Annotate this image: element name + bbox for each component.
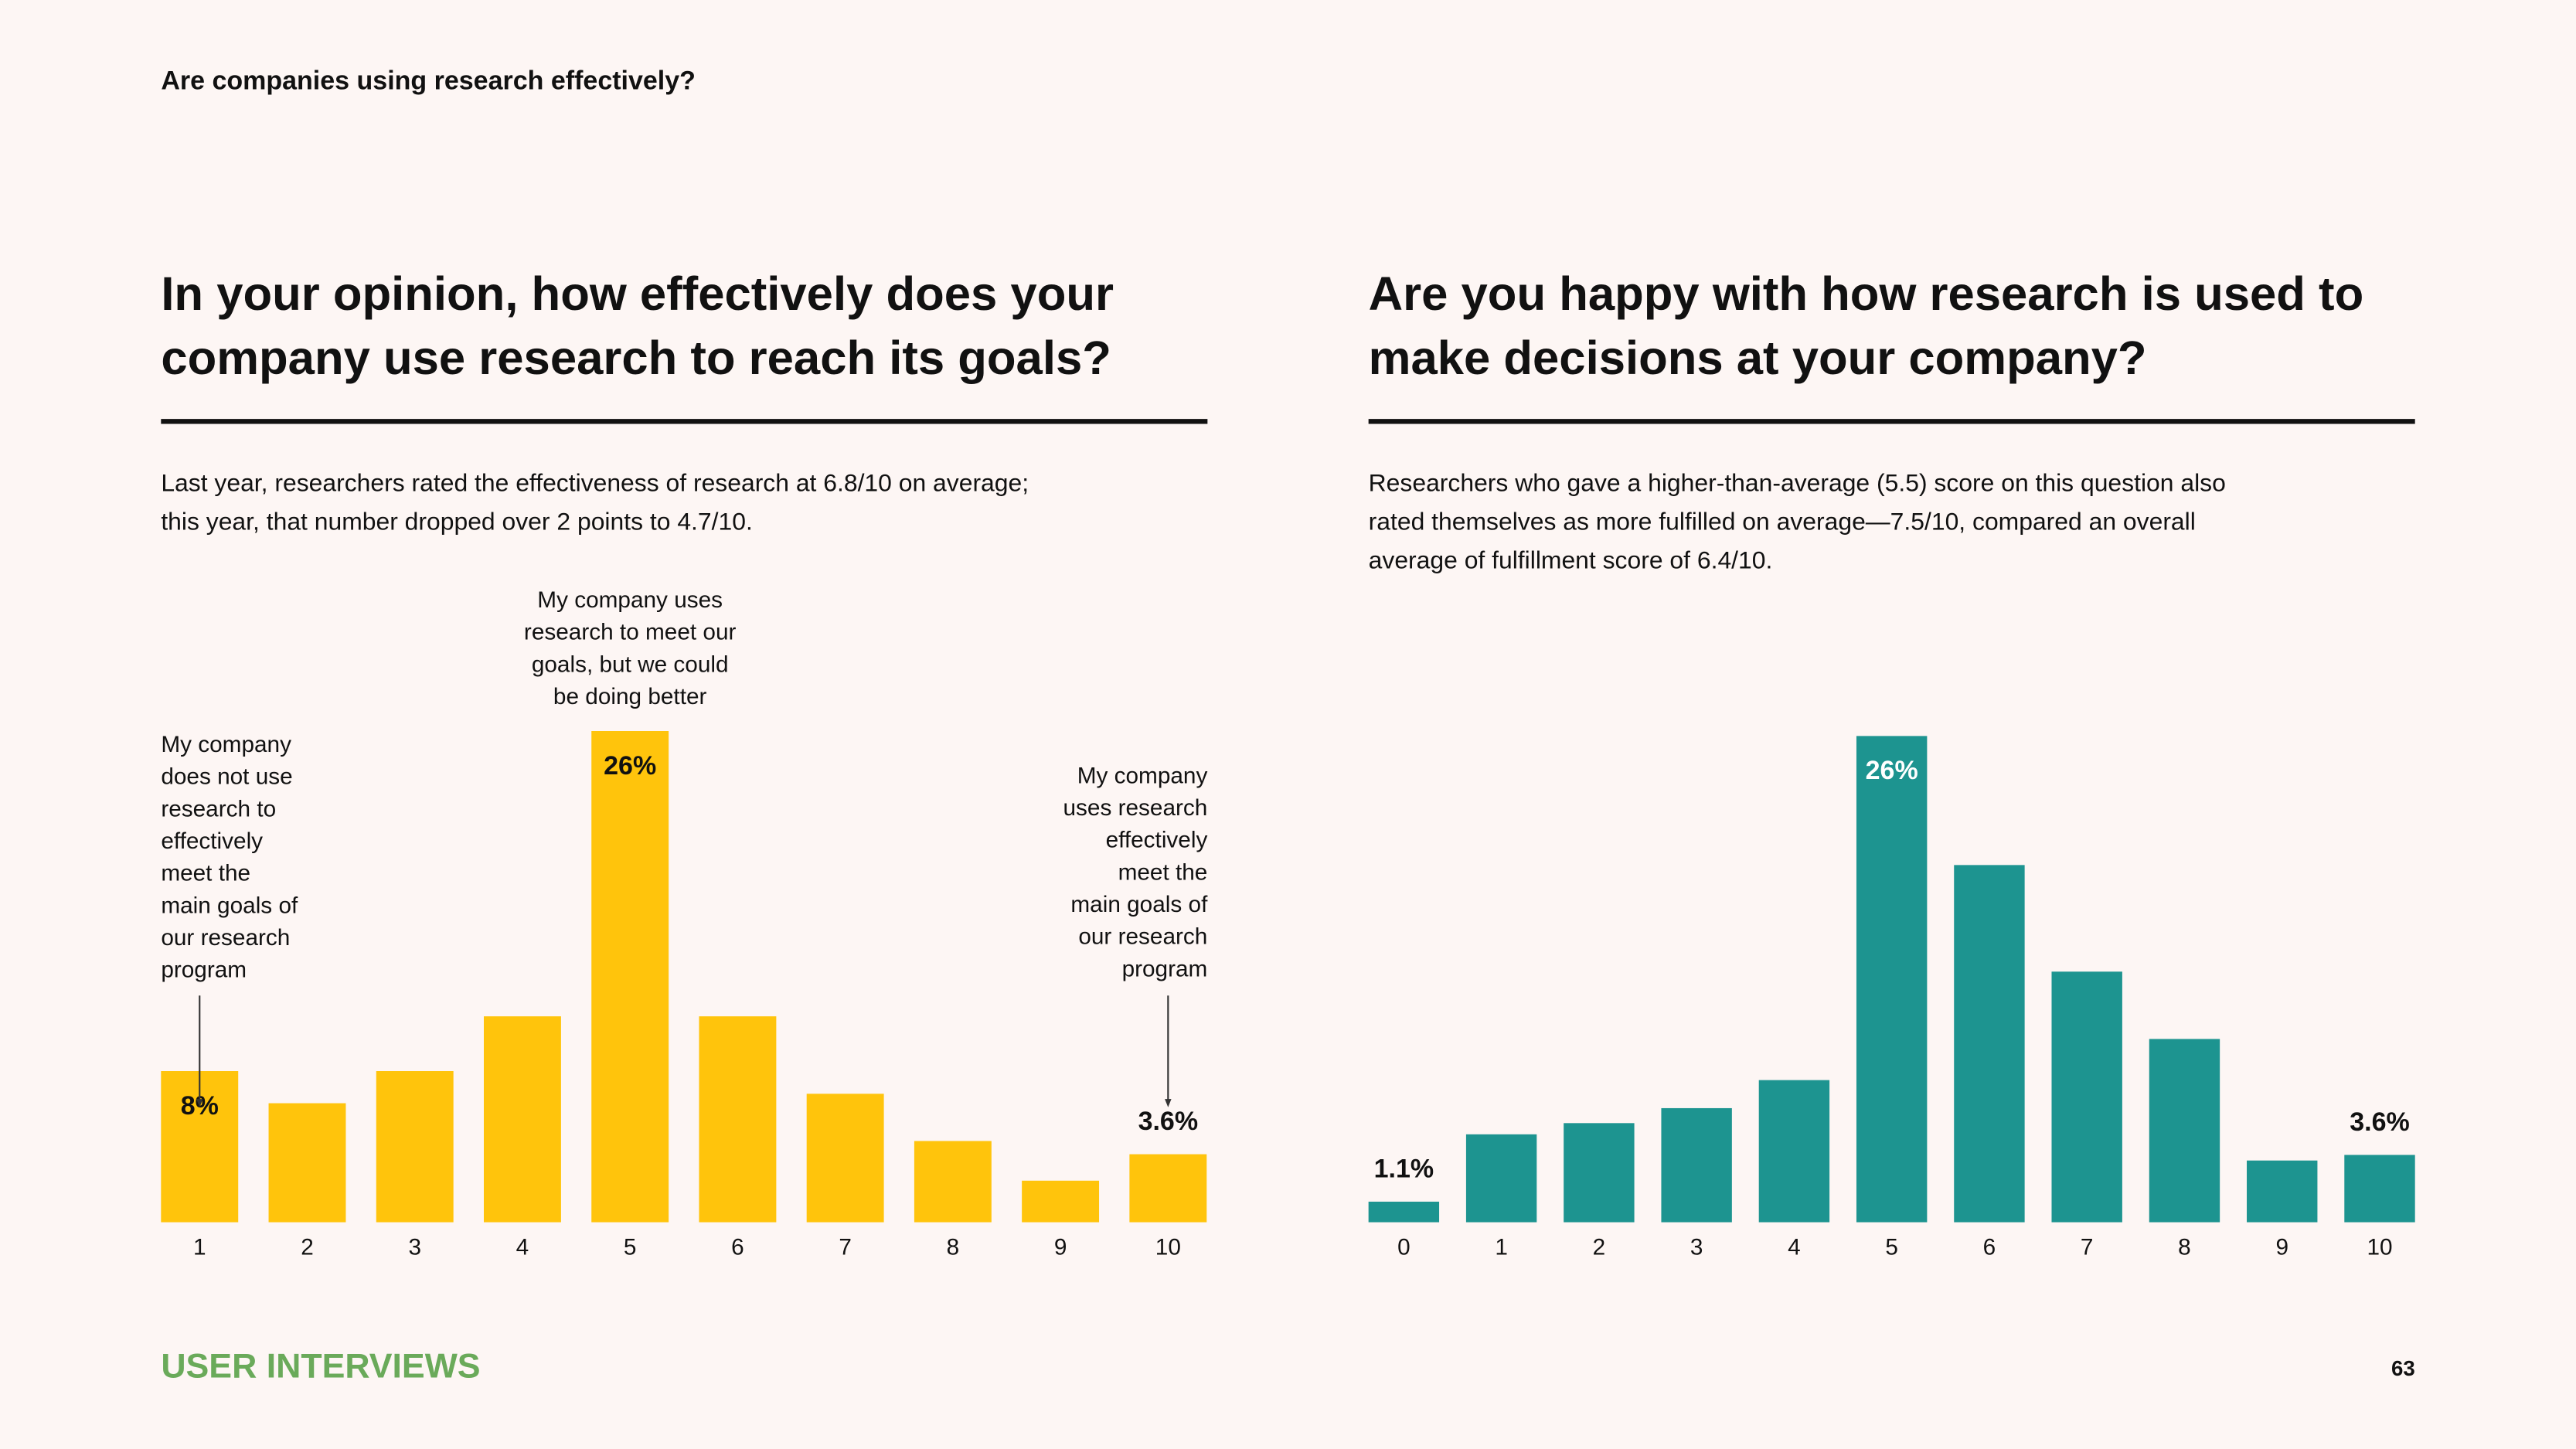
bar	[1856, 736, 1928, 1223]
annotation: effectively	[161, 828, 263, 854]
annotation: effectively	[1106, 828, 1208, 853]
x-tick-label: 8	[947, 1234, 960, 1260]
chart-title: company use research to reach its goals?	[161, 332, 1111, 385]
bar	[1661, 1107, 1732, 1223]
annotation: research to meet our	[524, 620, 737, 645]
x-tick-label: 10	[2367, 1234, 2392, 1260]
subtitle: Researchers who gave a higher-than-avera…	[1369, 469, 2226, 497]
title-rule	[1368, 419, 2415, 424]
bar	[376, 1071, 454, 1223]
subtitle: this year, that number dropped over 2 po…	[161, 508, 752, 536]
value-label: 26%	[604, 751, 656, 781]
bar	[1954, 865, 2025, 1223]
value-label: 1.1%	[1374, 1155, 1434, 1184]
bar	[699, 1016, 777, 1223]
annotation: our research	[1078, 924, 1207, 950]
annotation: main goals of	[1070, 892, 1208, 917]
x-tick-label: 5	[624, 1234, 637, 1260]
x-tick-label: 7	[839, 1234, 852, 1260]
annotation: goals, but we could	[532, 651, 729, 677]
annotation: meet the	[161, 861, 250, 886]
bar	[1564, 1123, 1635, 1223]
subtitle: rated themselves as more fulfilled on av…	[1369, 508, 2196, 536]
x-tick-label: 6	[731, 1234, 744, 1260]
x-tick-label: 1	[193, 1234, 206, 1260]
bar	[2051, 971, 2122, 1223]
brand: USER INTERVIEWS	[161, 1348, 480, 1386]
subtitle: Last year, researchers rated the effecti…	[161, 469, 1029, 497]
bar	[484, 1016, 561, 1223]
chart-title: make decisions at your company?	[1369, 332, 2147, 385]
x-tick-label: 4	[1788, 1234, 1801, 1260]
annotation: My company	[1077, 763, 1208, 788]
bar	[1465, 1134, 1537, 1223]
annotation: our research	[161, 925, 290, 951]
annotation: My company uses	[537, 587, 723, 613]
bar	[2344, 1155, 2415, 1223]
x-tick-label: 8	[2178, 1234, 2191, 1260]
annotation: program	[161, 957, 247, 983]
bar	[591, 731, 669, 1223]
bar	[1758, 1080, 1830, 1223]
x-tick-label: 6	[1983, 1234, 1996, 1260]
annotation: main goals of	[161, 893, 298, 918]
arrow-head	[196, 1099, 203, 1107]
value-label: 26%	[1866, 756, 1918, 785]
subtitle: average of fulfillment score of 6.4/10.	[1369, 546, 1773, 573]
x-tick-label: 10	[1155, 1234, 1181, 1260]
value-label: 3.6%	[1138, 1107, 1199, 1136]
bar	[1022, 1180, 1100, 1223]
annotation: program	[1122, 956, 1208, 981]
header: Are companies using research effectively…	[161, 66, 696, 95]
bar	[268, 1103, 346, 1223]
annotation: research to	[161, 796, 276, 821]
x-tick-label: 9	[1054, 1234, 1067, 1260]
title-rule	[161, 419, 1208, 424]
x-tick-label: 3	[1690, 1234, 1703, 1260]
x-tick-label: 7	[2081, 1234, 2094, 1260]
x-tick-label: 2	[301, 1234, 314, 1260]
x-tick-label: 5	[1885, 1234, 1898, 1260]
x-tick-label: 3	[408, 1234, 421, 1260]
bar	[1368, 1201, 1440, 1223]
bar	[806, 1094, 884, 1223]
bar	[1129, 1154, 1207, 1223]
bar	[2247, 1160, 2318, 1223]
x-tick-label: 9	[2275, 1234, 2288, 1260]
chart-title: Are you happy with how research is used …	[1369, 267, 2364, 321]
arrow-head	[1165, 1099, 1172, 1107]
x-tick-label: 4	[516, 1234, 529, 1260]
annotation: does not use	[161, 764, 292, 790]
bar	[914, 1141, 992, 1223]
annotation: meet the	[1118, 859, 1208, 885]
chart-title: In your opinion, how effectively does yo…	[161, 267, 1114, 321]
x-tick-label: 1	[1495, 1234, 1508, 1260]
x-tick-label: 2	[1593, 1234, 1606, 1260]
x-tick-label: 0	[1397, 1234, 1411, 1260]
page-number: 63	[2391, 1356, 2415, 1380]
annotation: be doing better	[553, 684, 707, 709]
annotation: uses research	[1063, 795, 1207, 821]
annotation: My company	[161, 732, 291, 757]
value-label: 3.6%	[2350, 1107, 2409, 1137]
bar	[2149, 1039, 2220, 1223]
